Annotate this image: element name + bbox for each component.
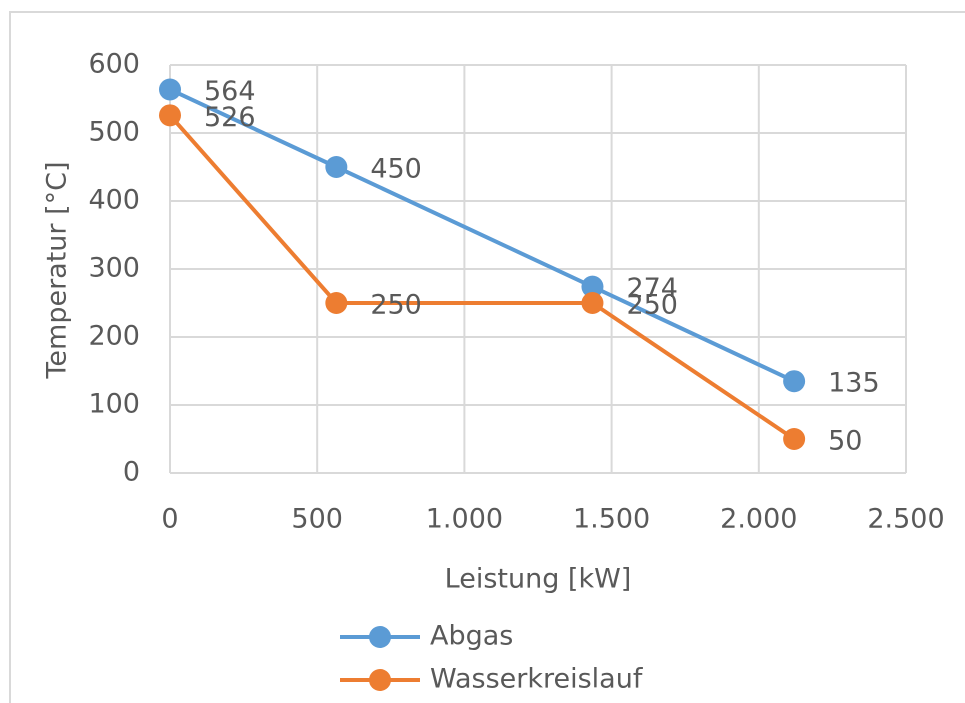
y-tick-label: 400 bbox=[88, 185, 140, 216]
y-tick-label: 100 bbox=[88, 389, 140, 420]
legend-marker bbox=[369, 626, 391, 648]
marker bbox=[581, 292, 604, 314]
x-tick-label: 1.000 bbox=[426, 504, 503, 535]
marker bbox=[783, 370, 806, 393]
data-label: 50 bbox=[828, 426, 862, 457]
marker bbox=[159, 104, 181, 127]
marker bbox=[159, 78, 181, 101]
data-label: 564 bbox=[204, 76, 256, 107]
data-label: 250 bbox=[626, 290, 678, 321]
y-tick-label: 200 bbox=[88, 321, 140, 352]
x-tick-label: 1.500 bbox=[573, 504, 650, 535]
y-tick-label: 0 bbox=[123, 457, 140, 488]
marker bbox=[325, 156, 348, 178]
marker bbox=[783, 428, 806, 450]
y-tick-label: 600 bbox=[88, 49, 140, 80]
y-axis-label: Temperatur [°C] bbox=[42, 161, 73, 379]
data-label: 450 bbox=[370, 154, 422, 185]
data-label: 526 bbox=[204, 102, 256, 133]
series-line bbox=[168, 113, 796, 441]
legend-label: Abgas bbox=[430, 621, 513, 652]
series-line bbox=[169, 87, 795, 384]
marker bbox=[581, 275, 604, 298]
x-tick-label: 2.500 bbox=[867, 504, 944, 535]
data-label: 135 bbox=[828, 368, 880, 399]
data-label: 274 bbox=[626, 273, 678, 304]
legend-marker bbox=[369, 669, 391, 691]
y-tick-label: 500 bbox=[88, 117, 140, 148]
y-tick-label: 300 bbox=[88, 253, 140, 284]
x-tick-label: 0 bbox=[161, 504, 178, 535]
chart-frame bbox=[9, 11, 965, 703]
marker bbox=[325, 292, 348, 314]
data-label: 250 bbox=[370, 290, 422, 321]
x-axis-label: Leistung [kW] bbox=[445, 564, 632, 595]
legend-label: Wasserkreislauf bbox=[430, 664, 644, 695]
x-tick-label: 500 bbox=[291, 504, 343, 535]
x-tick-label: 2.000 bbox=[720, 504, 797, 535]
